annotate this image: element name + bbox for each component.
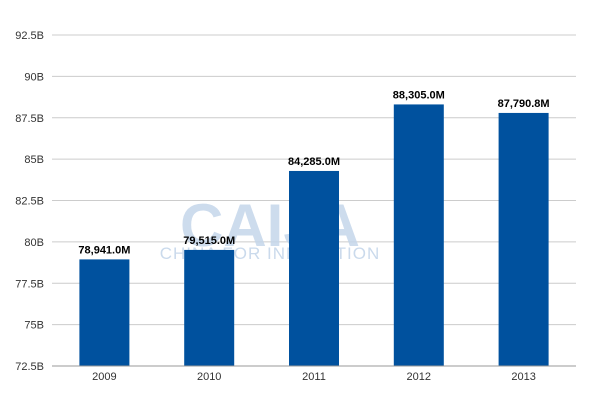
y-tick-label: 92.5B [15, 30, 44, 42]
y-axis-ticks: 72.5B 75B 77.5B 80B 82.5B 85B 87.5B 90B 92.5B [15, 30, 44, 373]
data-label-2009: 78,941.0M [78, 244, 130, 256]
x-tick-label: 2013 [511, 371, 535, 383]
data-label-2013: 87,790.8M [498, 98, 550, 110]
y-tick-label: 90B [24, 71, 44, 83]
y-tick-label: 80B [24, 237, 44, 249]
bar-2012 [393, 104, 444, 367]
y-tick-label: 75B [24, 320, 44, 332]
y-tick-label: 72.5B [15, 361, 44, 373]
x-tick-label: 2010 [197, 371, 221, 383]
bars [79, 104, 549, 367]
bar-2013 [498, 112, 549, 367]
y-tick-label: 82.5B [15, 196, 44, 208]
data-label-2010: 79,515.0M [183, 235, 235, 247]
data-labels: 78,941.0M 79,515.0M 84,285.0M 88,305.0M 87,7… [78, 89, 549, 256]
y-tick-label: 85B [24, 154, 44, 166]
bar-2010 [184, 249, 235, 366]
y-tick-label: 87.5B [15, 113, 44, 125]
y-tick-label: 77.5B [15, 278, 44, 290]
x-tick-label: 2009 [92, 371, 116, 383]
bar-2011 [289, 170, 339, 366]
x-tick-label: 2011 [302, 371, 326, 383]
data-label-2012: 88,305.0M [393, 89, 445, 101]
bar-2009 [79, 259, 130, 366]
x-tick-label: 2012 [407, 371, 431, 383]
x-axis-ticks: 2009 2010 2011 2012 2013 [92, 371, 536, 383]
data-label-2011: 84,285.0M [288, 156, 340, 168]
